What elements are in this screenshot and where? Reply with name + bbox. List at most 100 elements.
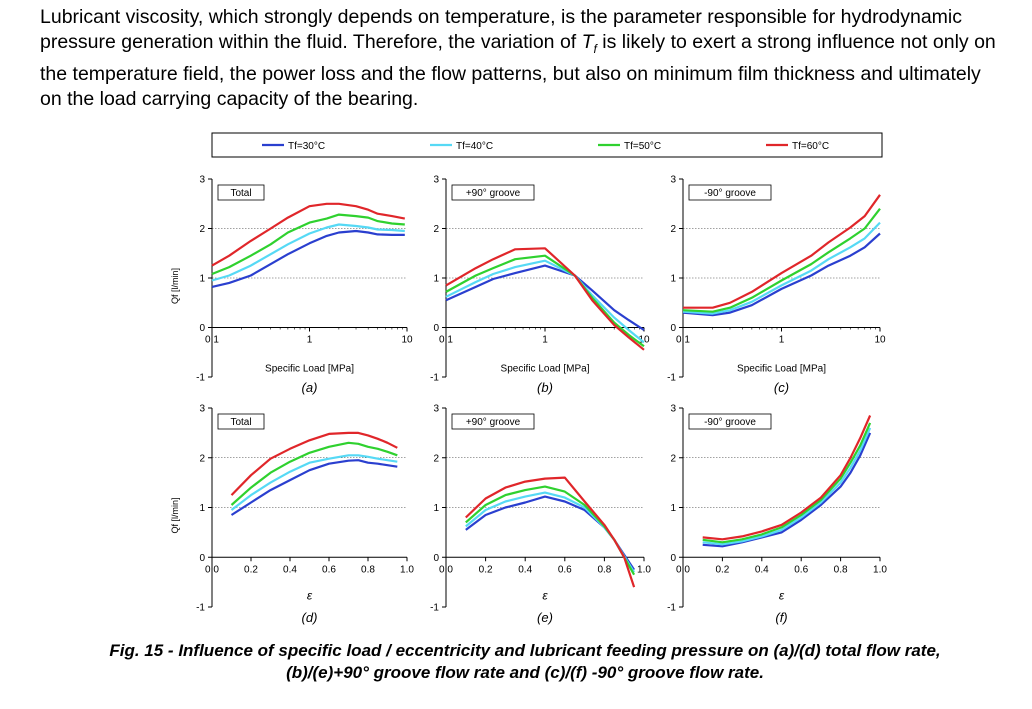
y-tick-label: 3 bbox=[433, 404, 439, 415]
series-line bbox=[702, 415, 872, 541]
panel-title: Total bbox=[230, 188, 251, 199]
series-line bbox=[230, 431, 398, 496]
x-tick-label: 1.0 bbox=[873, 564, 887, 575]
series-line bbox=[211, 213, 405, 276]
y-tick-label: -1 bbox=[196, 603, 205, 614]
x-tick-label: 10 bbox=[638, 335, 650, 346]
panel-title-box bbox=[451, 413, 535, 430]
y-tick-label: -1 bbox=[430, 603, 439, 614]
x-tick-label: 0.2 bbox=[715, 564, 729, 575]
y-tick-label: 3 bbox=[670, 175, 676, 186]
x-tick-label: 0.6 bbox=[322, 564, 336, 575]
legend-label: Tf=50°C bbox=[624, 141, 661, 152]
series-line bbox=[445, 259, 645, 344]
panel-letter: (d) bbox=[302, 610, 318, 625]
y-tick-label: 1 bbox=[199, 274, 205, 285]
panel-letter: (f) bbox=[775, 610, 787, 625]
x-tick-label: 0.2 bbox=[479, 564, 493, 575]
chart-panel: -1 0 1 2 3 0.0 0.2 0.4 0.6 0.8 1.0 ε (f) -90° groove bbox=[667, 404, 887, 626]
y-tick-label: -1 bbox=[196, 373, 205, 384]
x-tick-label: 1.0 bbox=[400, 564, 414, 575]
series-line bbox=[211, 202, 406, 267]
y-tick-label: -1 bbox=[667, 603, 676, 614]
y-tick-label: -1 bbox=[430, 373, 439, 384]
y-tick-label: 1 bbox=[433, 503, 439, 514]
y-axis-label: Qf [l/min] bbox=[170, 268, 180, 304]
y-axis-label: Qf [l/min] bbox=[170, 497, 180, 533]
x-axis-label: Specific Load [MPa] bbox=[737, 364, 826, 375]
figure-caption: Fig. 15 - Influence of specific load / e… bbox=[40, 640, 1010, 684]
x-tick-label: 0.2 bbox=[244, 564, 258, 575]
x-tick-label: 0.6 bbox=[794, 564, 808, 575]
series-line bbox=[211, 229, 405, 288]
panel-letter: (e) bbox=[537, 610, 553, 625]
y-tick-label: 2 bbox=[670, 453, 676, 464]
series-line bbox=[230, 459, 398, 516]
x-tick-label: 1 bbox=[542, 335, 548, 346]
panel-title-box bbox=[217, 184, 265, 201]
series-line bbox=[230, 441, 398, 506]
x-tick-label: 1 bbox=[779, 335, 785, 346]
series-line bbox=[230, 454, 398, 511]
y-tick-label: 0 bbox=[670, 323, 676, 334]
series-line bbox=[702, 432, 872, 548]
y-tick-label: 2 bbox=[199, 224, 205, 235]
x-tick-label: 0.4 bbox=[518, 564, 532, 575]
caption-line1: Fig. 15 - Influence of specific load / e… bbox=[109, 641, 941, 660]
x-axis-label: Specific Load [MPa] bbox=[501, 364, 590, 375]
x-tick-label: 0.6 bbox=[558, 564, 572, 575]
y-tick-label: 0 bbox=[199, 323, 205, 334]
y-tick-label: 0 bbox=[199, 553, 205, 564]
x-tick-label: 0.0 bbox=[439, 564, 453, 575]
body-paragraph: Lubricant viscosity, which strongly depe… bbox=[40, 5, 1000, 112]
x-tick-label: 10 bbox=[401, 335, 413, 346]
panel-title: -90° groove bbox=[704, 188, 756, 199]
y-tick-label: 0 bbox=[670, 553, 676, 564]
y-tick-label: 3 bbox=[433, 175, 439, 186]
series-line bbox=[702, 427, 872, 546]
legend-label: Tf=40°C bbox=[456, 141, 493, 152]
series-line bbox=[683, 194, 881, 309]
chart-panel: -1 0 1 2 3 0.1 1 10 Specific Load [MPa] Qf [l/min… bbox=[170, 175, 413, 396]
y-tick-label: 1 bbox=[670, 274, 676, 285]
x-axis-label: Specific Load [MPa] bbox=[265, 364, 354, 375]
x-tick-label: 0.8 bbox=[597, 564, 611, 575]
y-tick-label: 2 bbox=[670, 224, 676, 235]
y-tick-label: 0 bbox=[433, 323, 439, 334]
panel-letter: (b) bbox=[537, 380, 553, 395]
series-line bbox=[682, 208, 881, 313]
x-tick-label: 10 bbox=[874, 335, 886, 346]
tf-symbol: Tf bbox=[581, 31, 597, 56]
panel-title: +90° groove bbox=[466, 417, 521, 428]
x-tick-label: 0.1 bbox=[676, 335, 690, 346]
x-tick-label: 0.8 bbox=[834, 564, 848, 575]
series-line bbox=[445, 254, 645, 348]
x-tick-label: 0.0 bbox=[205, 564, 219, 575]
series-line bbox=[702, 422, 872, 544]
legend-label: Tf=60°C bbox=[792, 141, 829, 152]
x-tick-label: 0.4 bbox=[283, 564, 297, 575]
x-tick-label: 1.0 bbox=[637, 564, 651, 575]
series-line bbox=[682, 232, 881, 317]
x-axis-label: ε bbox=[307, 588, 313, 602]
y-tick-label: 1 bbox=[199, 503, 205, 514]
series-line bbox=[682, 221, 881, 315]
series-line bbox=[211, 223, 405, 282]
series-line bbox=[445, 264, 645, 331]
panel-title: +90° groove bbox=[466, 188, 521, 199]
x-axis-label: ε bbox=[779, 588, 785, 602]
panel-letter: (a) bbox=[302, 380, 318, 395]
x-tick-label: 0.0 bbox=[676, 564, 690, 575]
y-tick-label: 2 bbox=[433, 224, 439, 235]
y-tick-label: 1 bbox=[433, 274, 439, 285]
x-axis-label: ε bbox=[542, 588, 548, 602]
panel-title-box bbox=[217, 413, 265, 430]
chart-panel: -1 0 1 2 3 0.1 1 10 Specific Load [MPa] (c) -90° g… bbox=[667, 175, 886, 396]
legend-label: Tf=30°C bbox=[288, 141, 325, 152]
legend: Tf=30°C Tf=40°C Tf=50°C Tf=60°C bbox=[262, 141, 829, 152]
x-tick-label: 0.1 bbox=[205, 335, 219, 346]
series-line bbox=[465, 476, 636, 588]
x-tick-label: 0.4 bbox=[755, 564, 769, 575]
